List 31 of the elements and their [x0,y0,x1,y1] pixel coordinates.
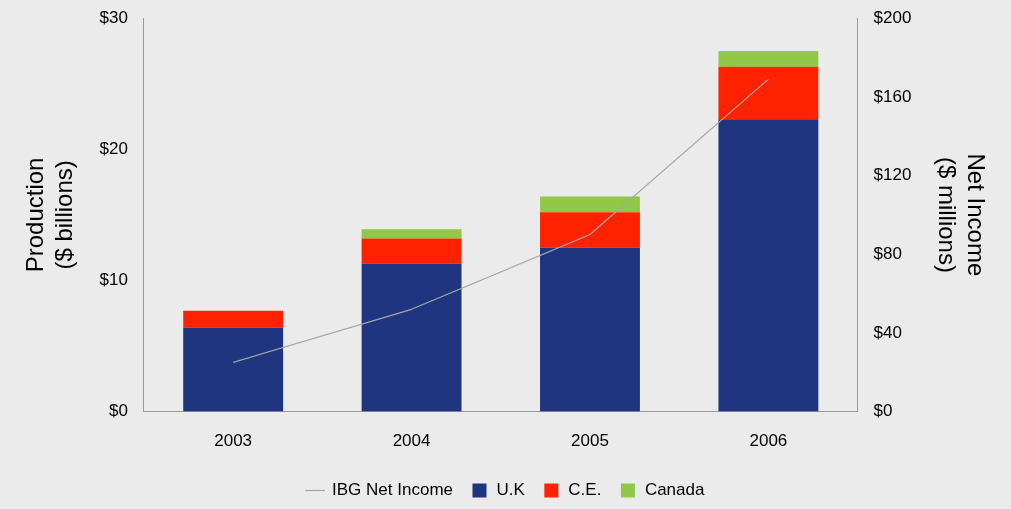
y2-tick-label: $40 [873,322,902,342]
x-tick-label: 2005 [571,431,609,451]
y2-tick-label: $120 [873,165,912,185]
y2-tick-label: $80 [873,243,902,263]
bar [183,327,284,412]
legend-label: Canada [644,480,705,500]
y2-axis-title: Net Income ($ millions) [934,153,990,277]
legend-label: C.E. [568,480,602,500]
y-tick-label: $20 [99,139,128,159]
bar [361,238,462,264]
bar [540,212,640,248]
y-tick-label: $0 [109,401,128,421]
bar [183,310,284,328]
y-tick-label: $10 [99,270,128,290]
bar [718,50,819,67]
bar [361,263,462,412]
bar [540,196,640,213]
bar [718,119,819,412]
y-tick-label: $30 [99,7,128,27]
x-tick-label: 2006 [749,431,788,451]
y2-tick-label: $160 [873,86,912,106]
y2-tick-label: $0 [873,401,893,421]
bar [361,229,462,239]
legend-label: U.K [496,480,526,500]
y-axis-title: Production ($ billions) [21,157,77,273]
legend-label: IBG Net Income [332,480,453,500]
x-tick-label: 2003 [214,431,253,451]
y2-tick-label: $200 [873,7,912,27]
bar [718,66,819,120]
bar [540,247,640,412]
x-tick-label: 2004 [392,431,431,451]
